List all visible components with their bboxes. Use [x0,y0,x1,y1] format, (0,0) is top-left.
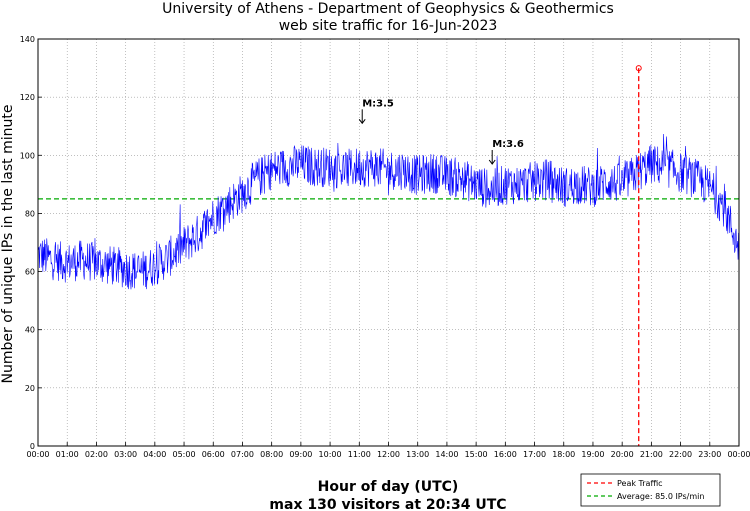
x-tick-label: 21:00 [640,450,663,459]
x-tick-label: 08:00 [260,450,283,459]
y-tick-label: 140 [20,35,35,44]
grid [38,39,739,446]
chart-title-line1: University of Athens - Department of Geo… [162,1,614,17]
y-tick-label: 20 [25,384,35,393]
annotation-arrowhead [488,159,496,165]
x-tick-label: 16:00 [494,450,517,459]
x-axis-sublabel: max 130 visitors at 20:34 UTC [269,497,506,511]
y-tick-label: 60 [25,268,35,277]
x-tick-label: 03:00 [114,450,137,459]
traffic-series-group [37,134,740,290]
traffic-line [37,134,740,290]
x-tick-label: 23:00 [698,450,721,459]
x-axis-label: Hour of day (UTC) [318,479,459,495]
x-tick-label: 01:00 [56,450,79,459]
y-tick-label: 0 [30,442,35,451]
annotation-label: M:3.5 [362,98,394,109]
y-tick-label: 120 [20,93,35,102]
legend-box [580,473,721,507]
x-tick-label: 04:00 [143,450,166,459]
peak-marker [635,65,642,72]
y-tick-label: 80 [25,209,35,218]
y-axis-ticks: 0 20 40 60 80 100 120 140 [20,35,42,451]
x-tick-label: 00:00 [26,450,49,459]
x-axis-ticks: 00:00 01:00 02:00 03:00 04:00 05:00 06:00 07:00… [26,442,750,459]
legend: Peak Traffic Average: 85.0 IPs/min [580,473,721,507]
y-tick-label: 40 [25,326,35,335]
x-tick-label: 02:00 [85,450,108,459]
x-tick-label: 11:00 [348,450,371,459]
annotation-label: M:3.6 [492,139,524,150]
x-tick-label: 09:00 [289,450,312,459]
x-tick-label: 12:00 [377,450,400,459]
x-tick-label: 07:00 [231,450,254,459]
peak-group [635,65,642,446]
chart-title-line2: web site traffic for 16-Jun-2023 [279,18,498,34]
x-tick-label: 18:00 [552,450,575,459]
legend-average-label: Average: 85.0 IPs/min [617,492,704,501]
x-tick-label: 15:00 [465,450,488,459]
x-tick-label: 17:00 [523,450,546,459]
annotations-group: M:3.5 M:3.6 [358,98,524,165]
y-tick-label: 100 [20,151,35,160]
x-tick-label: 13:00 [406,450,429,459]
x-tick-label: 19:00 [581,450,604,459]
x-tick-label: 14:00 [435,450,458,459]
x-tick-label: 10:00 [319,450,342,459]
x-tick-label: 05:00 [173,450,196,459]
annotation-arrowhead [358,119,366,125]
x-tick-label: 00:00 [727,450,750,459]
x-tick-label: 22:00 [669,450,692,459]
x-tick-label: 20:00 [611,450,634,459]
legend-peak-label: Peak Traffic [617,479,663,488]
y-axis-label: Number of unique IPs in the last minute [0,105,16,384]
x-tick-label: 06:00 [202,450,225,459]
